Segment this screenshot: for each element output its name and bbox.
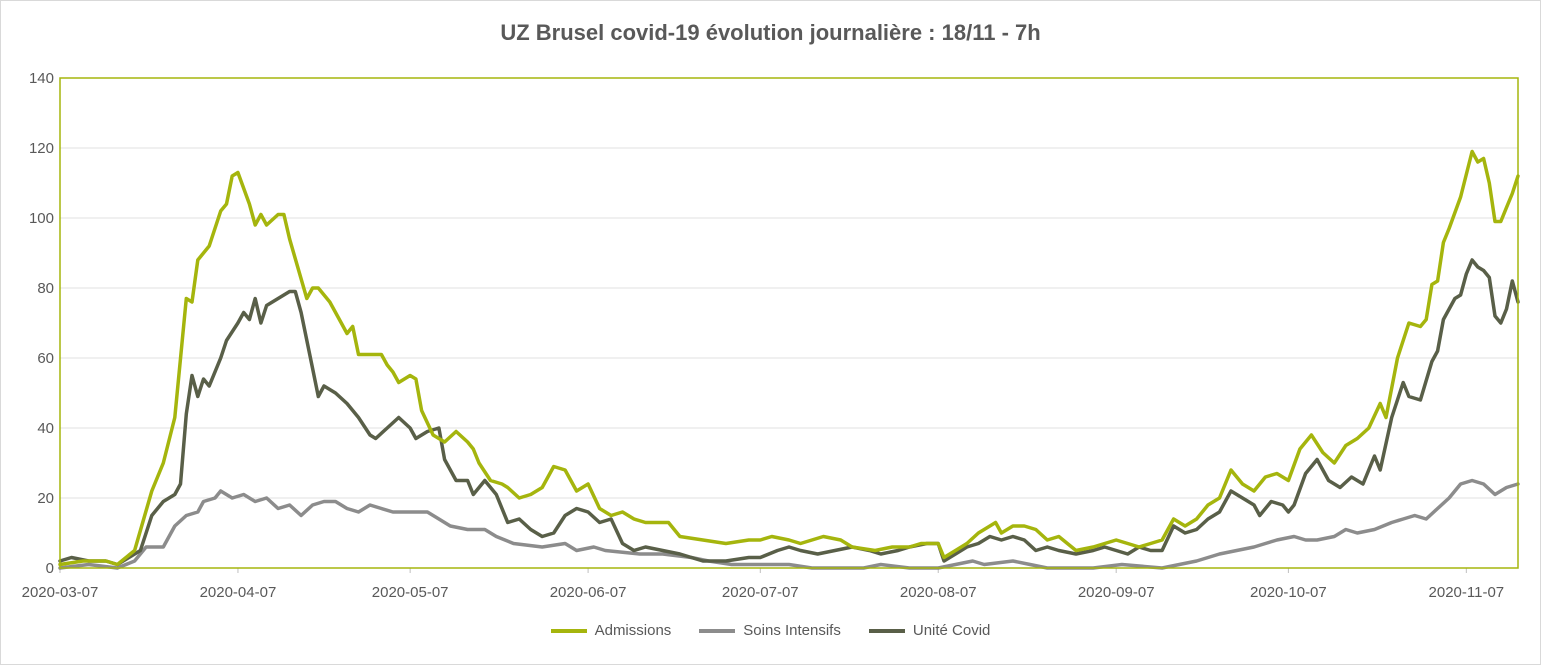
x-axis-ticks: 2020-03-07 2020-04-07 2020-05-07 2020-06-07… [22,568,1505,601]
legend-swatch-soins-intensifs [699,628,736,633]
chart-title: UZ Brusel covid-19 évolution journalière… [500,20,1041,45]
y-axis-ticks: 0 20 40 60 80 100 120 140 [29,70,54,577]
y-tick-label: 20 [37,490,54,507]
y-tick-label: 120 [29,140,54,157]
legend-item-soins-intensifs: Soins Intensifs [699,622,841,639]
legend: Admissions Soins Intensifs Unité Covid [0,622,1541,639]
y-tick-label: 60 [37,350,54,367]
y-tick-label: 40 [37,420,54,437]
y-tick-label: 0 [46,560,54,577]
legend-item-unite-covid: Unité Covid [868,622,991,639]
x-tick-label: 2020-05-07 [372,584,449,601]
x-tick-label: 2020-04-07 [200,584,277,601]
x-tick-label: 2020-11-07 [1429,584,1505,601]
legend-swatch-admissions [550,628,587,633]
legend-item-admissions: Admissions [550,622,672,639]
legend-label-soins-intensifs: Soins Intensifs [743,622,841,639]
series-line-unit-covid [58,258,1520,567]
series-lines [58,149,1520,570]
x-tick-label: 2020-09-07 [1078,584,1155,601]
x-tick-label: 2020-07-07 [722,584,799,601]
legend-swatch-unite-covid [868,628,905,633]
legend-label-unite-covid: Unité Covid [912,622,991,639]
plot-border [59,77,1519,569]
x-tick-label: 2020-10-07 [1250,584,1327,601]
y-tick-label: 80 [37,280,54,297]
x-tick-label: 2020-06-07 [550,584,627,601]
series-line-admissions [58,149,1520,567]
x-tick-label: 2020-03-07 [22,584,99,601]
x-tick-label: 2020-08-07 [900,584,977,601]
y-tick-label: 100 [29,210,54,227]
legend-label-admissions: Admissions [594,622,672,639]
y-tick-label: 140 [29,70,54,87]
grid-lines [60,147,1518,499]
